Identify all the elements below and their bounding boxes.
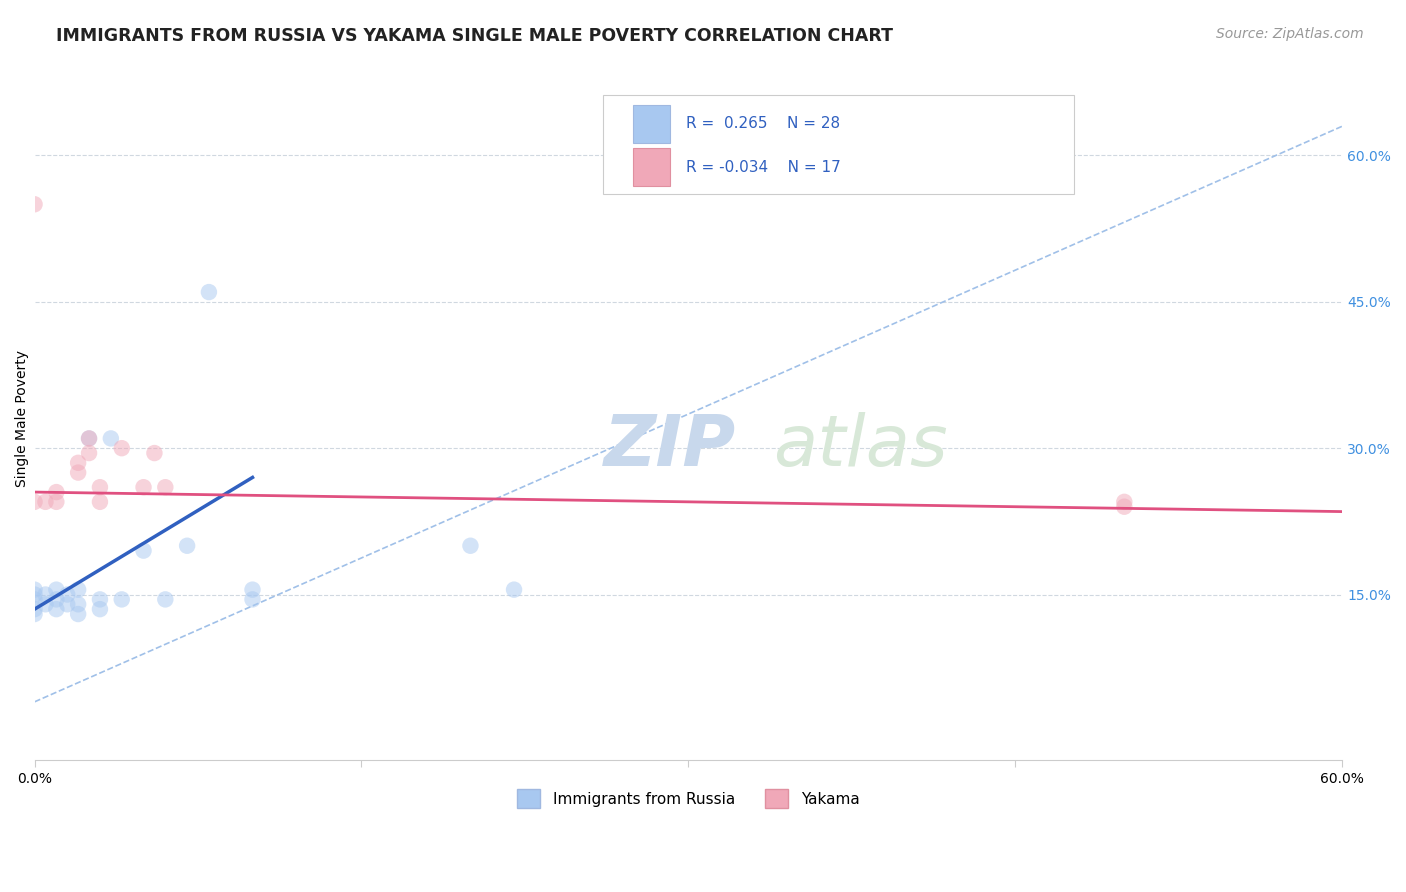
FancyBboxPatch shape xyxy=(634,148,671,186)
Point xyxy=(111,441,134,455)
Y-axis label: Single Male Poverty: Single Male Poverty xyxy=(15,351,30,487)
Point xyxy=(460,539,482,553)
Text: atlas: atlas xyxy=(773,412,948,481)
Point xyxy=(45,495,67,509)
Point xyxy=(24,607,46,621)
Point xyxy=(155,592,177,607)
Point xyxy=(100,432,122,446)
Text: Source: ZipAtlas.com: Source: ZipAtlas.com xyxy=(1216,27,1364,41)
Point xyxy=(503,582,526,597)
Text: IMMIGRANTS FROM RUSSIA VS YAKAMA SINGLE MALE POVERTY CORRELATION CHART: IMMIGRANTS FROM RUSSIA VS YAKAMA SINGLE … xyxy=(56,27,893,45)
Point xyxy=(77,446,100,460)
Point xyxy=(67,582,90,597)
Point xyxy=(24,495,46,509)
Point xyxy=(24,588,46,602)
Point xyxy=(132,480,155,494)
Point xyxy=(45,592,67,607)
Text: ZIP: ZIP xyxy=(603,412,735,481)
Point xyxy=(45,582,67,597)
Point xyxy=(132,543,155,558)
Point xyxy=(89,602,111,616)
Point xyxy=(67,597,90,611)
Point xyxy=(89,495,111,509)
Point xyxy=(176,539,198,553)
Point xyxy=(1114,500,1136,514)
Point xyxy=(34,597,56,611)
Point xyxy=(242,592,264,607)
Point xyxy=(34,495,56,509)
Point xyxy=(45,485,67,500)
Point xyxy=(155,480,177,494)
Point xyxy=(242,582,264,597)
Point xyxy=(67,456,90,470)
Point xyxy=(77,432,100,446)
Point xyxy=(24,602,46,616)
Point xyxy=(45,602,67,616)
Point xyxy=(89,480,111,494)
Point xyxy=(56,588,79,602)
FancyBboxPatch shape xyxy=(603,95,1074,194)
Legend: Immigrants from Russia, Yakama: Immigrants from Russia, Yakama xyxy=(512,783,866,814)
Point xyxy=(24,592,46,607)
Point xyxy=(77,432,100,446)
Text: R =  0.265    N = 28: R = 0.265 N = 28 xyxy=(686,116,839,131)
Point xyxy=(56,597,79,611)
Point xyxy=(24,582,46,597)
Text: R = -0.034    N = 17: R = -0.034 N = 17 xyxy=(686,160,841,175)
Point xyxy=(89,592,111,607)
Point xyxy=(111,592,134,607)
Point xyxy=(198,285,221,299)
Point xyxy=(143,446,166,460)
FancyBboxPatch shape xyxy=(634,105,671,143)
Point xyxy=(67,607,90,621)
Point xyxy=(34,588,56,602)
Point xyxy=(67,466,90,480)
Point xyxy=(1114,495,1136,509)
Point xyxy=(24,197,46,211)
